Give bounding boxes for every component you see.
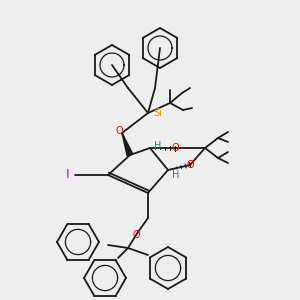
Text: H: H — [154, 141, 162, 151]
Text: H: H — [172, 170, 180, 180]
Text: O: O — [132, 230, 140, 240]
Text: O: O — [186, 160, 194, 170]
Text: I: I — [65, 169, 69, 182]
Polygon shape — [122, 133, 133, 156]
Text: Si: Si — [153, 108, 162, 118]
Text: O: O — [115, 126, 123, 136]
Text: O: O — [171, 143, 179, 153]
